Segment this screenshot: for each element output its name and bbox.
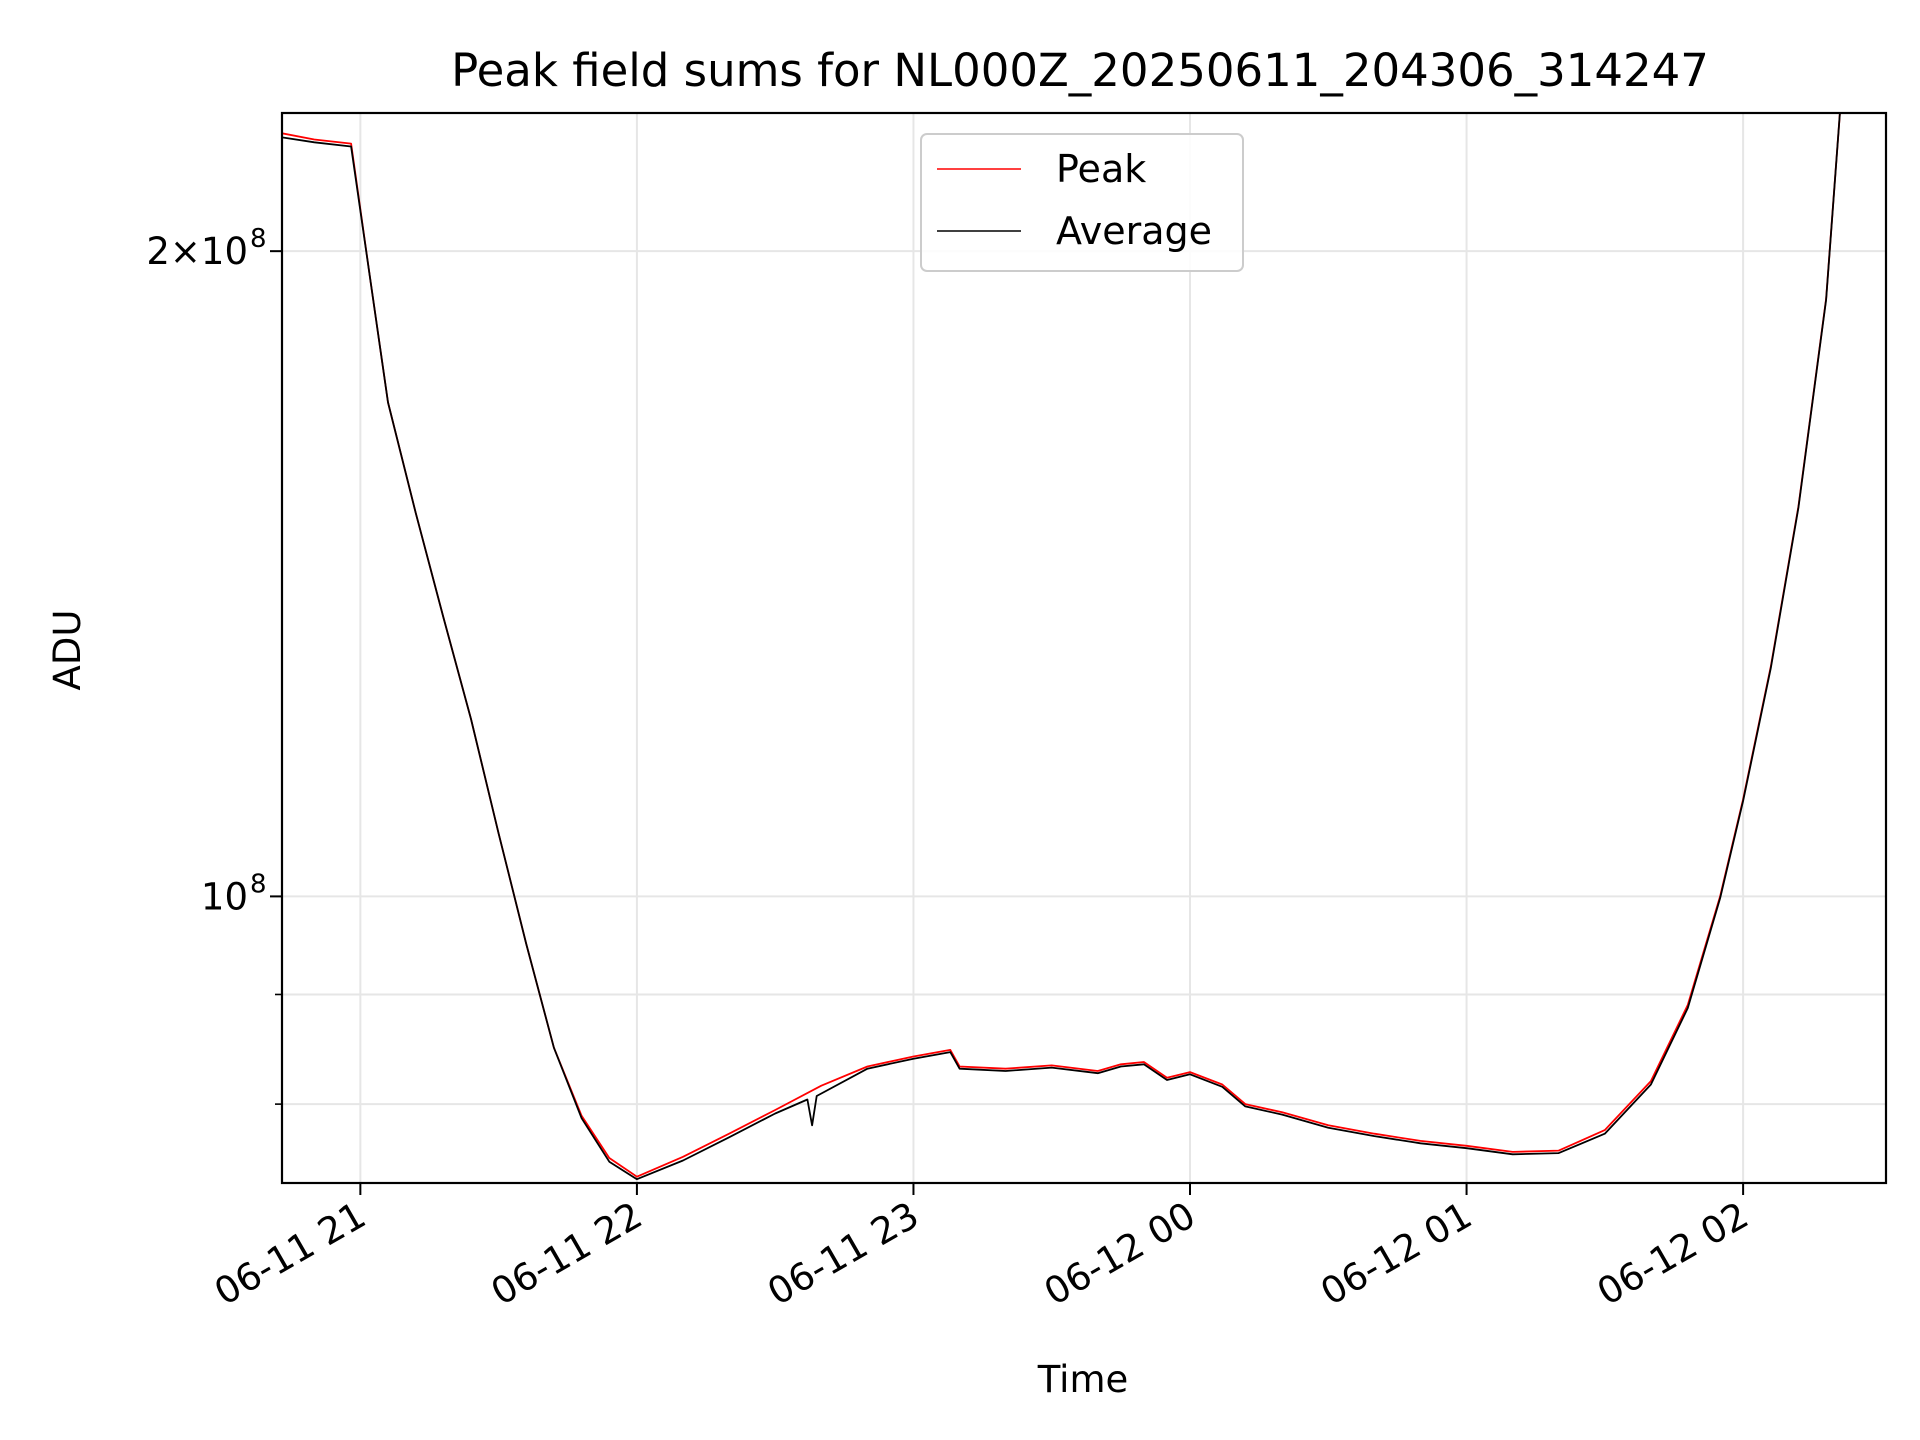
x-tick-label: 06-12 00 [1037,1194,1203,1314]
x-tick-label: 06-12 01 [1313,1194,1479,1314]
series-line-average [282,113,1841,1181]
x-tick-label: 06-11 22 [484,1194,650,1314]
y-tick-exponent: 8 [250,224,267,254]
series-line-peak [282,113,1841,1178]
plot-area-frame [280,111,1888,1185]
y-tick-exponent: 8 [250,869,267,899]
series-layer [282,113,1841,1181]
y-tick-label: 2×10 [146,230,248,273]
x-tick-label: 06-11 21 [207,1194,373,1314]
x-tick-label: 06-11 23 [760,1194,926,1314]
grid-lines [282,113,1886,1183]
x-axis-label: Time [1037,1358,1129,1401]
legend-label-peak: Peak [1056,147,1146,191]
x-tick-label: 06-12 02 [1590,1194,1756,1314]
y-tick-label: 10 [201,875,248,918]
legend: Peak Average [920,133,1244,272]
legend-label-average: Average [1056,209,1212,253]
x-axis-ticks: 06-11 21 06-11 22 06-11 23 06-12 00 06-12 01… [207,1183,1756,1314]
y-axis-label: ADU [46,610,89,691]
chart-title: Peak field sums for NL000Z_20250611_2043… [451,44,1709,97]
y-axis-ticks: 2×10 810 8 [146,224,282,1105]
